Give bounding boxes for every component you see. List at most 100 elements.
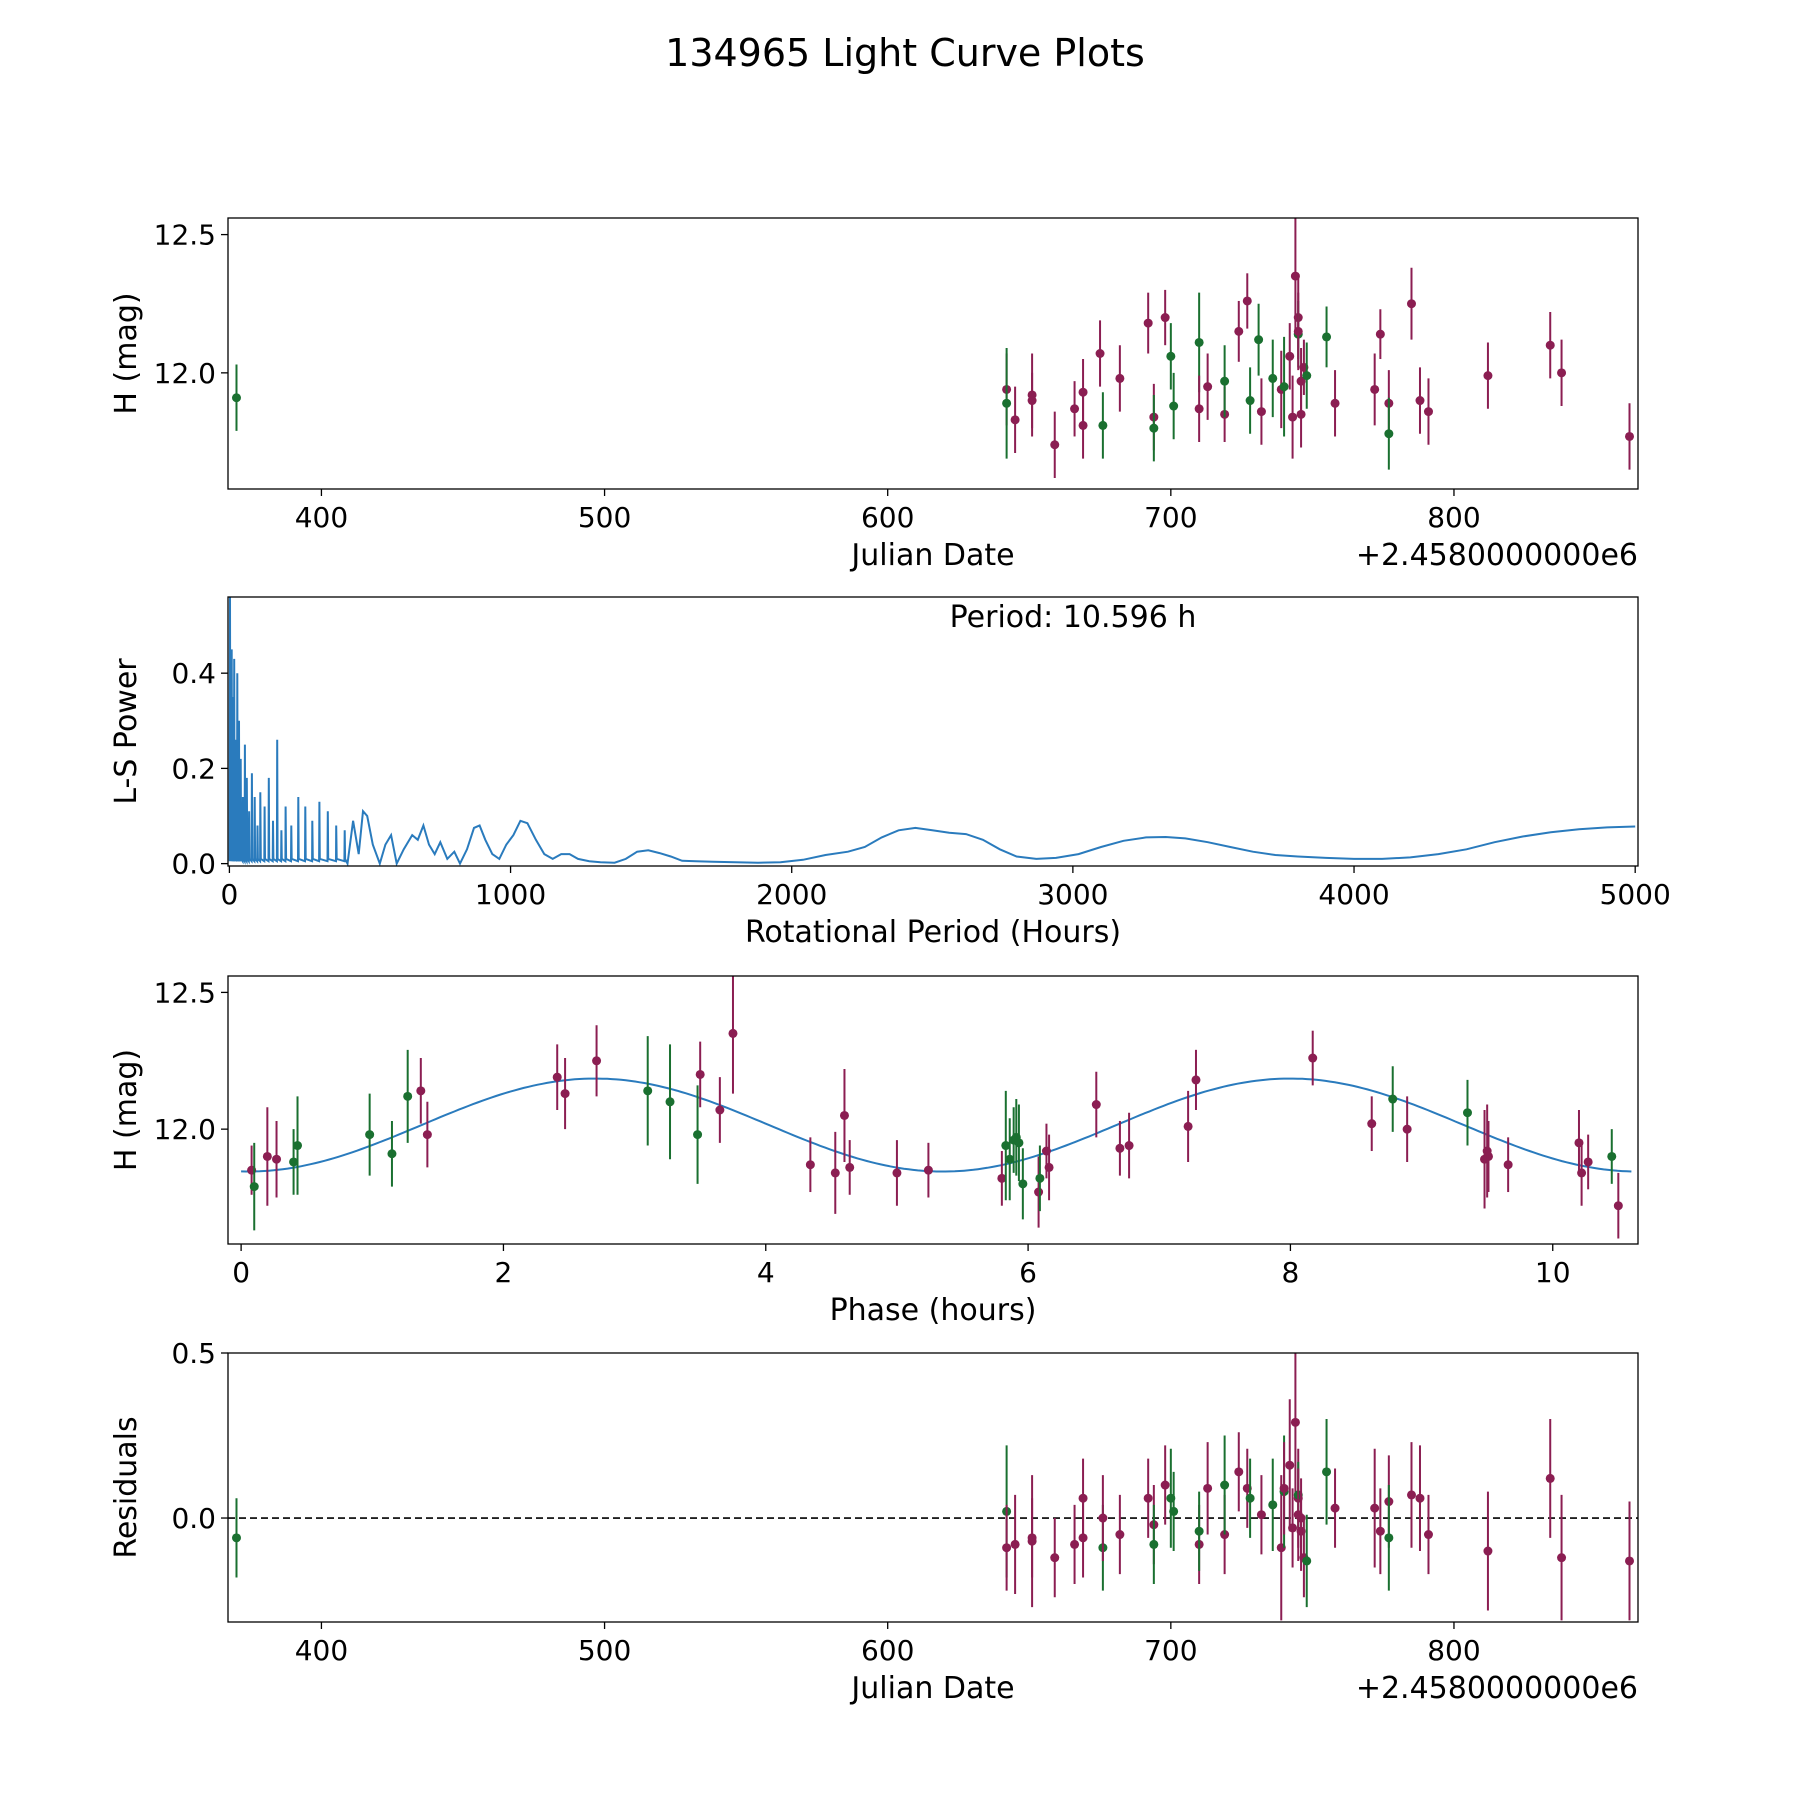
phase-data-point [1183, 1121, 1193, 1131]
phase-data-point [1503, 1160, 1513, 1170]
top-data-point [1070, 404, 1080, 414]
phase-data-point [643, 1086, 653, 1096]
top-data-point [1302, 371, 1312, 381]
periodogram-xtick-label: 0 [220, 878, 238, 911]
phase-data-point [1308, 1053, 1318, 1063]
phase-data-point [1607, 1151, 1617, 1161]
residuals-data-point [1220, 1480, 1230, 1490]
top-ytick-label: 12.0 [154, 357, 216, 390]
top-data-point [1194, 337, 1204, 347]
residuals-data-point [1002, 1543, 1012, 1553]
top-data-point [1095, 349, 1105, 358]
top-data-point [1078, 387, 1088, 397]
top-data-point [1423, 407, 1433, 417]
residuals-xtick-label: 600 [861, 1634, 914, 1667]
top-data-point [1160, 313, 1170, 323]
top-data-point [1254, 335, 1264, 345]
top-data-point [1115, 373, 1125, 383]
phase-data-point [1018, 1179, 1028, 1189]
residuals-frame [227, 1352, 1639, 1623]
residuals-data-point [1415, 1493, 1425, 1503]
top-data-point [1149, 423, 1159, 433]
phase-data-point [695, 1069, 705, 1079]
phase-data-point [1367, 1119, 1377, 1129]
residuals-data-point [1234, 1467, 1244, 1477]
phase-data-point [1402, 1124, 1412, 1134]
phase-xtick-label: 2 [495, 1256, 513, 1289]
residuals-data-point [1557, 1553, 1567, 1563]
residuals-data-point [1143, 1493, 1153, 1503]
residuals-data-point [231, 1533, 241, 1543]
phase-data-point [1091, 1100, 1101, 1110]
top-xtick-label: 600 [861, 501, 914, 534]
phase-frame [227, 975, 1639, 1245]
top-plot-area [231, 218, 1635, 478]
residuals-data-point [1203, 1483, 1213, 1493]
phase-data-point [1583, 1157, 1593, 1167]
phase-xtick-label: 0 [232, 1256, 250, 1289]
top-data-point [1288, 412, 1298, 422]
top-data-point [1285, 351, 1295, 361]
residuals-data-point [1483, 1546, 1493, 1556]
residuals-data-point [1406, 1490, 1416, 1500]
top-xlabel: Julian Date [849, 538, 1014, 573]
residuals-data-point [1545, 1473, 1555, 1483]
phase-data-point [403, 1091, 413, 1101]
top-data-point [1098, 420, 1108, 430]
top-data-point [1203, 382, 1213, 392]
top-data-point [1625, 431, 1635, 441]
phase-data-point [1001, 1141, 1011, 1151]
residuals-data-point [1160, 1480, 1170, 1490]
phase-ylabel: H (mag) [109, 1049, 144, 1171]
residuals-xlabel: Julian Date [849, 1671, 1014, 1706]
phase-plot-area [241, 976, 1632, 1239]
phase-ytick-label: 12.0 [154, 1113, 216, 1146]
top-data-point [1483, 371, 1493, 381]
periodogram-axes: 0 1000 2000 3000 4000 5000 0.0 0.2 0.4 Rotational… [109, 596, 1671, 950]
residuals-xtick-label: 500 [578, 1634, 631, 1667]
phase-data-point [289, 1157, 299, 1167]
phase-data-point [830, 1168, 840, 1178]
phase-data-point [365, 1130, 375, 1140]
top-frame [227, 217, 1639, 490]
top-data-point [1256, 407, 1266, 417]
residuals-data-point [1375, 1526, 1385, 1536]
residuals-data-point [1027, 1533, 1037, 1543]
residuals-data-point [1050, 1553, 1060, 1563]
top-data-point [1245, 396, 1255, 406]
periodogram-plot-area [228, 597, 1636, 866]
top-xtick-label: 400 [295, 501, 348, 534]
top-offset-label: +2.4580000000e6 [1356, 538, 1638, 573]
phase-data-point [1388, 1094, 1398, 1104]
residuals-data-point [1423, 1530, 1433, 1540]
phase-data-point [728, 1028, 738, 1038]
phase-data-point [1191, 1075, 1201, 1085]
phase-data-point [560, 1089, 570, 1099]
top-ytick-label: 12.5 [154, 219, 216, 252]
periodogram-frame [227, 596, 1639, 867]
periodogram-ytick-label: 0.0 [171, 848, 216, 881]
fit-curve [241, 1077, 1632, 1173]
residuals-data-point [1245, 1493, 1255, 1503]
phase-data-point [552, 1072, 562, 1082]
residuals-data-point [1322, 1467, 1332, 1477]
residuals-plot-area [228, 1353, 1638, 1621]
phase-xtick-label: 6 [1019, 1256, 1037, 1289]
phase-xtick-label: 10 [1535, 1256, 1571, 1289]
phase-data-point [715, 1105, 725, 1115]
residuals-data-point [1149, 1539, 1159, 1549]
residuals-data-point [1256, 1510, 1266, 1520]
top-data-point [1415, 396, 1425, 406]
phase-data-point [1035, 1173, 1045, 1183]
residuals-data-point [1288, 1523, 1298, 1533]
periodogram-xtick-label: 3000 [1037, 878, 1108, 911]
phase-xlabel: Phase (hours) [830, 1293, 1037, 1328]
residuals-axes: 400 500 600 700 800 0.0 0.5 Julian Date Residual… [109, 1337, 1639, 1706]
top-data-point [1322, 332, 1332, 342]
phase-data-point [1482, 1146, 1492, 1156]
top-xtick-label: 800 [1427, 501, 1480, 534]
top-ylabel: H (mag) [109, 292, 144, 414]
periodogram-line [228, 597, 1636, 866]
periodogram-ytick-label: 0.4 [171, 657, 216, 690]
